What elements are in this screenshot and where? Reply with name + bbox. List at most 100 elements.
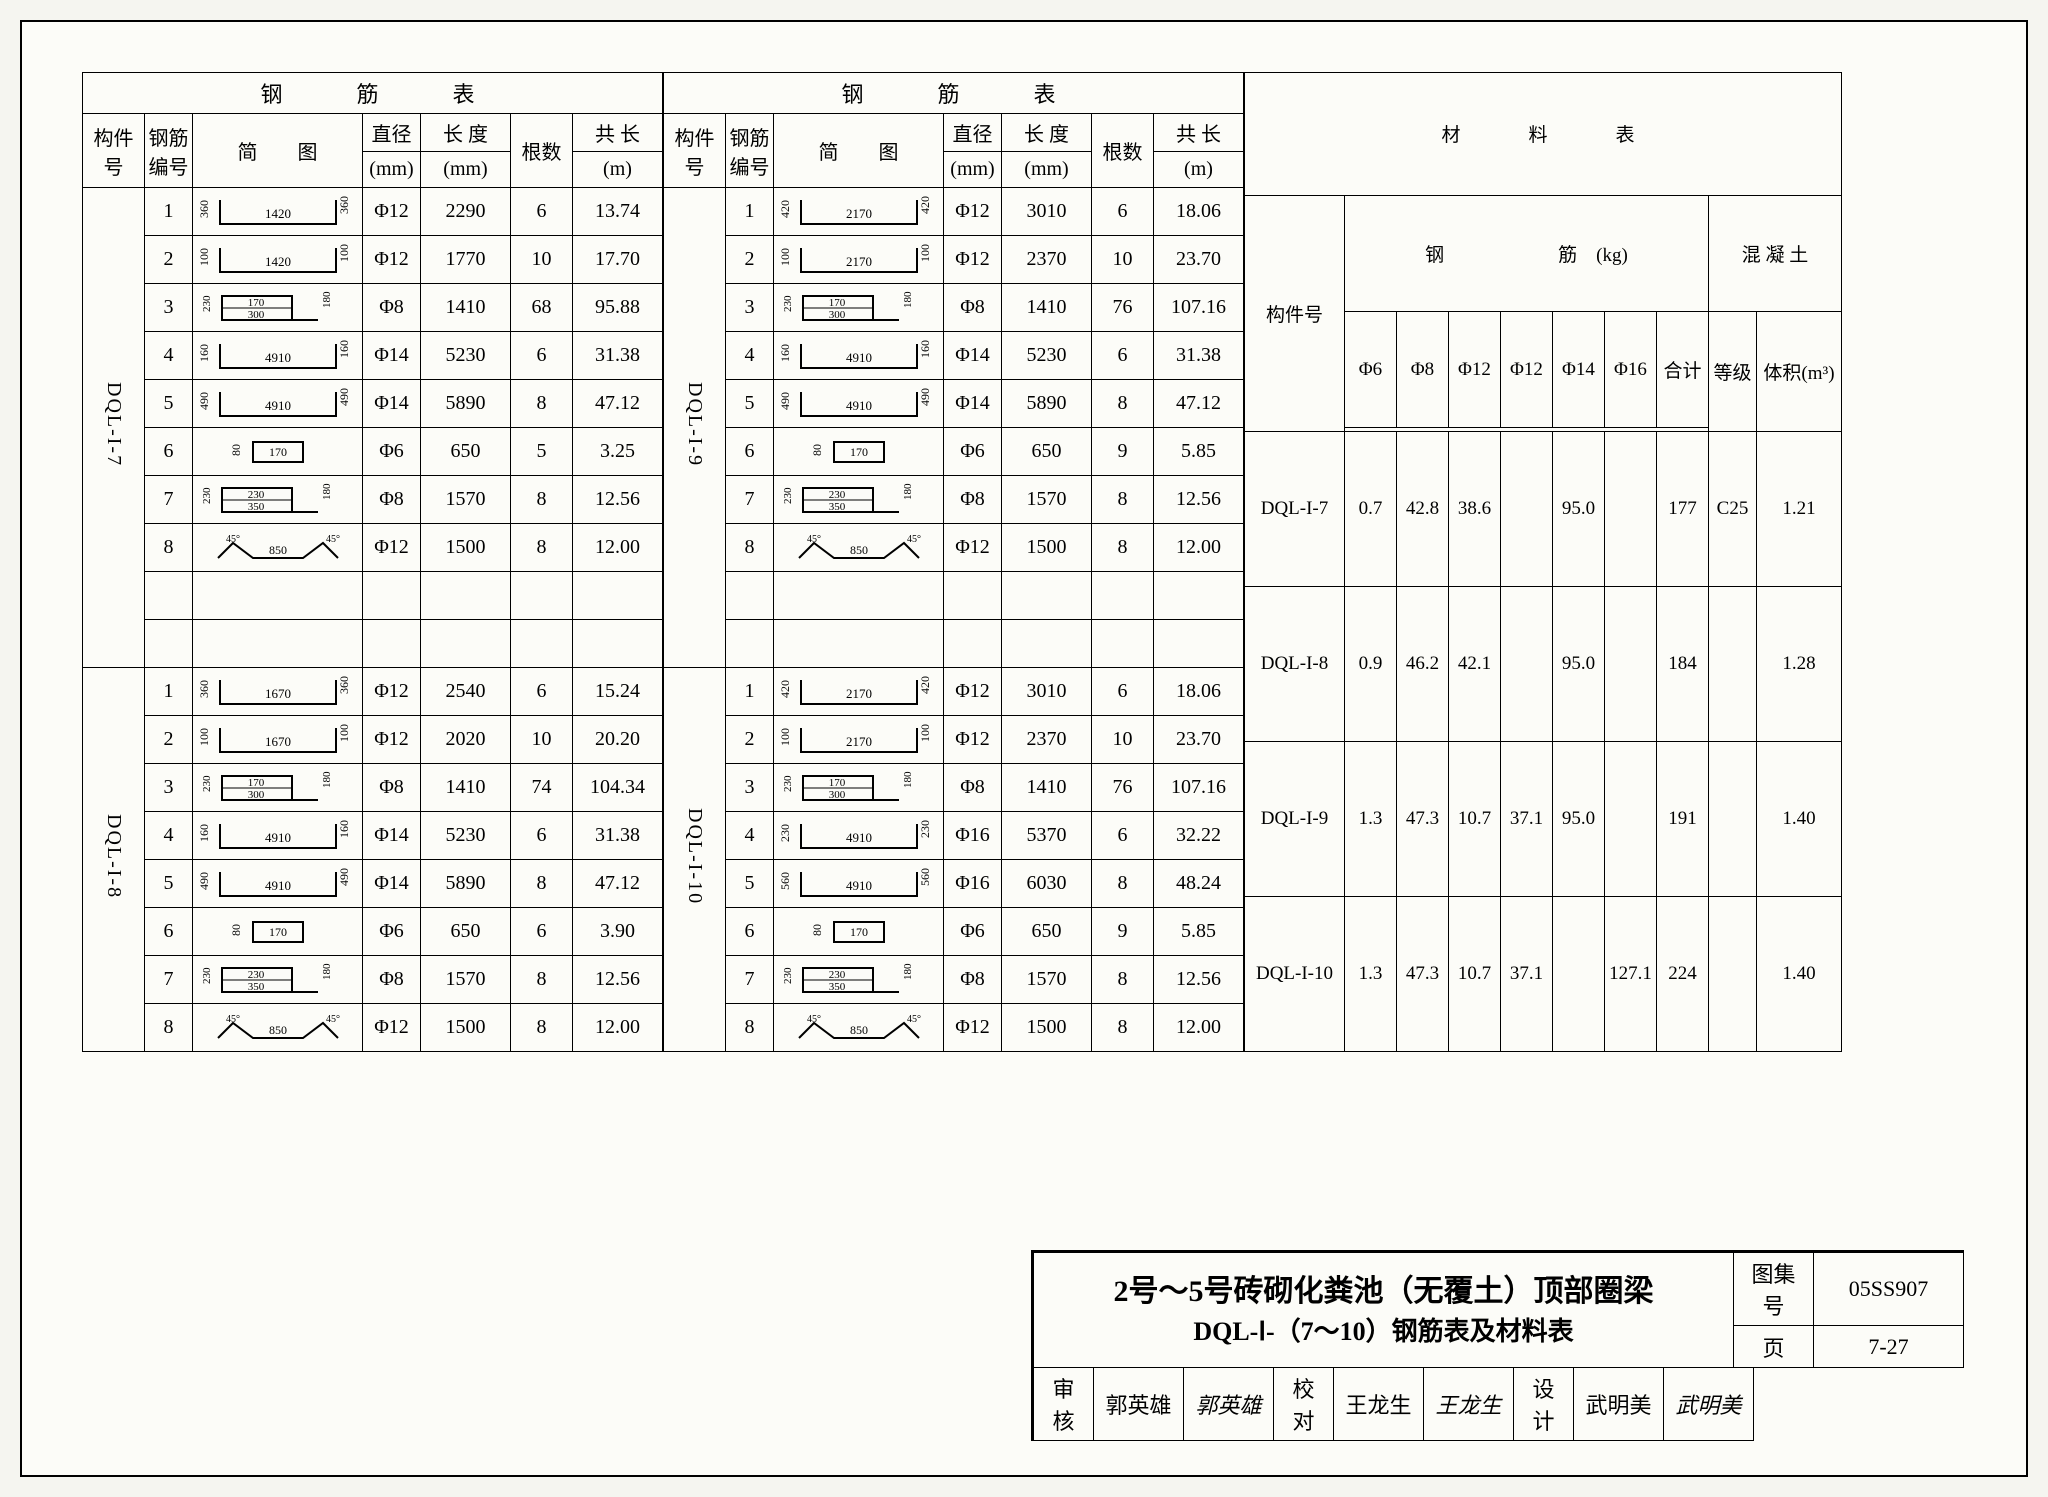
bar-length: 2370 <box>1002 716 1092 764</box>
table-row: 3 230 170 300 180 Φ814106895.88 <box>83 284 663 332</box>
bar-qty: 6 <box>511 188 573 236</box>
table-row: 5 490 4910 490 Φ145890847.12 <box>664 380 1244 428</box>
table-row: 2 100 1420 100 Φ1217701017.70 <box>83 236 663 284</box>
bar-qty: 76 <box>1092 284 1154 332</box>
mat-sum: 224 <box>1657 896 1709 1051</box>
mat-sum: 177 <box>1657 431 1709 586</box>
bar-diameter <box>363 620 421 668</box>
col-diameter: 直径 <box>944 114 1002 152</box>
page-number: 7-27 <box>1814 1326 1964 1368</box>
svg-text:4910: 4910 <box>265 398 291 413</box>
table-row: 8 45° 850 45° Φ121500812.00 <box>83 1004 663 1052</box>
svg-text:420: 420 <box>779 200 792 218</box>
table-row: 2 100 1670 100 Φ1220201020.20 <box>83 716 663 764</box>
table-row: 5 490 4910 490 Φ145890847.12 <box>83 860 663 908</box>
bar-length: 5890 <box>1002 380 1092 428</box>
mat-d16 <box>1605 586 1657 741</box>
bar-total: 107.16 <box>1154 764 1244 812</box>
set-label: 图集号 <box>1734 1253 1814 1326</box>
mat-d6: 0.7 <box>1345 431 1397 586</box>
bar-no: 7 <box>145 956 193 1004</box>
bar-no: 8 <box>726 524 774 572</box>
col-component: 构件号 <box>83 114 145 188</box>
table-row: 7 230 230 350 180 Φ81570812.56 <box>664 476 1244 524</box>
svg-text:160: 160 <box>337 340 351 358</box>
bar-no: 2 <box>726 236 774 284</box>
bar-total: 5.85 <box>1154 908 1244 956</box>
bar-qty: 8 <box>511 524 573 572</box>
bar-qty <box>1092 572 1154 620</box>
bar-qty: 76 <box>1092 764 1154 812</box>
bar-total: 31.38 <box>1154 332 1244 380</box>
bar-diameter <box>944 620 1002 668</box>
mat-d12b: 37.1 <box>1501 896 1553 1051</box>
bar-length: 3010 <box>1002 668 1092 716</box>
mat-d12a: 42.1 <box>1449 586 1501 741</box>
bar-length: 650 <box>421 908 511 956</box>
table-row: 4 160 4910 160 Φ145230631.38 <box>664 332 1244 380</box>
bar-shape: 490 4910 490 <box>193 380 363 428</box>
svg-text:180: 180 <box>902 771 914 788</box>
bar-length: 1410 <box>1002 284 1092 332</box>
bar-diameter: Φ16 <box>944 812 1002 860</box>
bar-no: 4 <box>145 332 193 380</box>
bar-qty: 68 <box>511 284 573 332</box>
svg-text:360: 360 <box>337 196 351 214</box>
col-length-unit: (mm) <box>1002 152 1092 188</box>
bar-shape: 45° 850 45° <box>193 1004 363 1052</box>
svg-text:420: 420 <box>918 676 932 694</box>
approve-name: 郭英雄 <box>1094 1368 1184 1441</box>
svg-text:170: 170 <box>828 777 845 789</box>
bar-diameter: Φ8 <box>363 284 421 332</box>
bar-shape: 360 1420 360 <box>193 188 363 236</box>
svg-text:230: 230 <box>782 295 794 312</box>
svg-text:80: 80 <box>810 444 824 456</box>
col-length: 长 度 <box>421 114 511 152</box>
bar-total: 47.12 <box>573 860 663 908</box>
bar-no: 4 <box>726 332 774 380</box>
table-row: 3 230 170 300 180 Φ8141074104.34 <box>83 764 663 812</box>
bar-total: 47.12 <box>573 380 663 428</box>
svg-text:230: 230 <box>201 967 213 984</box>
svg-text:100: 100 <box>198 728 211 746</box>
mat-component: DQL-I-8 <box>1245 586 1345 741</box>
svg-text:4910: 4910 <box>846 350 872 365</box>
mat-dia-col: 合计 <box>1657 312 1709 428</box>
table-row: DQL-I-7 0.7 42.8 38.6 95.0 177 C25 1.21 <box>1245 431 1842 586</box>
bar-length: 1500 <box>1002 524 1092 572</box>
bar-length: 1500 <box>1002 1004 1092 1052</box>
bar-diameter: Φ6 <box>363 428 421 476</box>
page-label: 页 <box>1734 1326 1814 1368</box>
bar-total <box>1154 620 1244 668</box>
bar-length: 1410 <box>421 284 511 332</box>
svg-text:300: 300 <box>247 789 264 801</box>
steel-table-title: 钢 筋 表 <box>83 73 663 114</box>
mat-d14: 95.0 <box>1553 586 1605 741</box>
mat-d16 <box>1605 741 1657 896</box>
steel-table-title: 钢 筋 表 <box>664 73 1244 114</box>
svg-text:230: 230 <box>782 967 794 984</box>
svg-text:180: 180 <box>321 771 333 788</box>
mat-grade: C25 <box>1709 431 1757 586</box>
bar-qty: 8 <box>511 476 573 524</box>
svg-text:80: 80 <box>229 924 243 936</box>
svg-text:100: 100 <box>337 724 351 742</box>
mat-vol: 1.28 <box>1757 586 1842 741</box>
bar-total: 15.24 <box>573 668 663 716</box>
col-diameter: 直径 <box>363 114 421 152</box>
bar-diameter: Φ6 <box>363 908 421 956</box>
svg-text:2170: 2170 <box>846 206 872 221</box>
bar-diameter: Φ12 <box>363 1004 421 1052</box>
mat-sum: 184 <box>1657 586 1709 741</box>
bar-length: 1570 <box>421 956 511 1004</box>
bar-total: 5.85 <box>1154 428 1244 476</box>
bar-diameter: Φ12 <box>363 188 421 236</box>
svg-text:180: 180 <box>321 291 333 308</box>
svg-text:490: 490 <box>198 392 211 410</box>
bar-qty: 6 <box>1092 668 1154 716</box>
table-row: 6 80 170 Φ665053.25 <box>83 428 663 476</box>
bar-total: 12.56 <box>1154 956 1244 1004</box>
bar-length: 1570 <box>1002 476 1092 524</box>
bar-diameter: Φ14 <box>363 332 421 380</box>
svg-text:4910: 4910 <box>265 878 291 893</box>
